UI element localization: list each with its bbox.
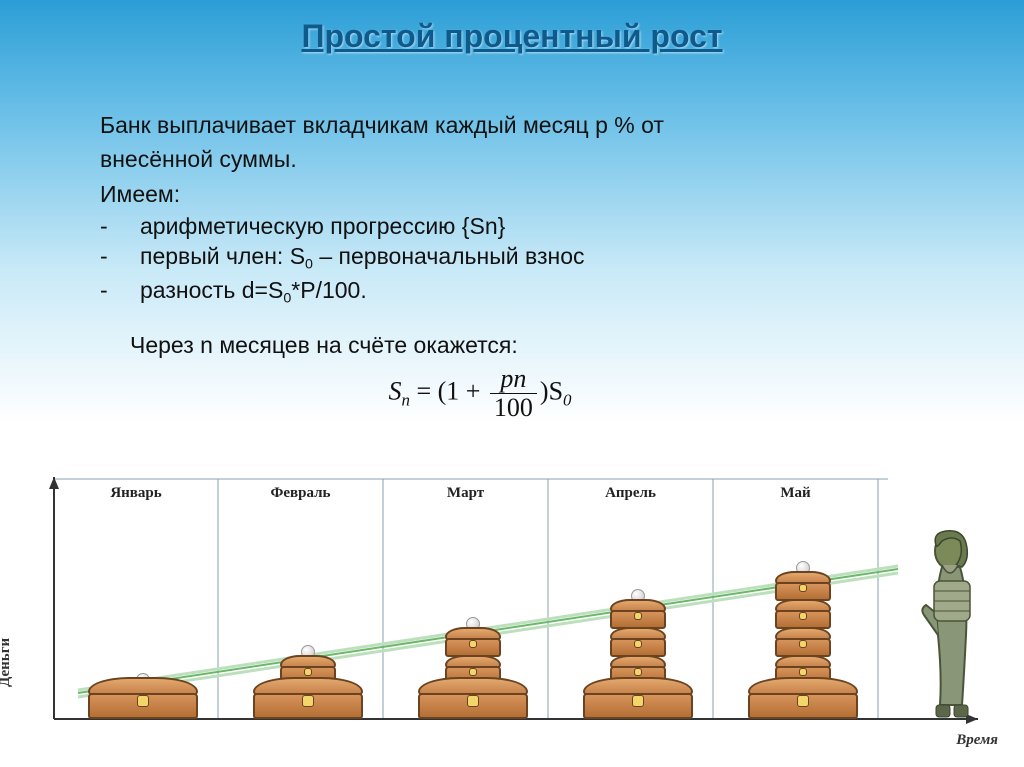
- after-n-text: Через n месяцев на счёте окажется:: [130, 330, 860, 360]
- month-label: Май: [721, 485, 871, 502]
- month-label: Апрель: [556, 485, 706, 502]
- bullet-1: - арифметическую прогрессию {Sn}: [100, 211, 860, 241]
- bullet-2: - первый член: S0 – первоначальный взнос: [100, 241, 860, 274]
- dash-icon: -: [100, 211, 140, 241]
- chest-large: [88, 677, 198, 719]
- chest-small: [445, 627, 501, 657]
- chest-stack: [418, 627, 528, 719]
- bullet-1-text: арифметическую прогрессию {Sn}: [140, 211, 505, 241]
- month-label: Февраль: [226, 485, 376, 502]
- intro-line-2: внесённой суммы.: [100, 144, 860, 174]
- have-label: Имеем:: [100, 179, 860, 209]
- bullet-2-text: первый член: S0 – первоначальный взнос: [140, 241, 584, 274]
- chest-small: [610, 627, 666, 657]
- knight-figure: [912, 525, 1000, 725]
- chest-stack: [748, 571, 858, 719]
- chest-stack: [583, 599, 693, 719]
- chest-stack: [88, 683, 198, 719]
- dash-icon: -: [100, 275, 140, 308]
- chest-small: [775, 599, 831, 629]
- month-label: Март: [391, 485, 541, 502]
- month-label: Январь: [61, 485, 211, 502]
- chest-large: [253, 677, 363, 719]
- y-axis-label: Деньги: [0, 638, 14, 687]
- chest-large: [583, 677, 693, 719]
- content-block: Банк выплачивает вкладчикам каждый месяц…: [100, 110, 860, 421]
- dash-icon: -: [100, 241, 140, 274]
- chest-stack: [253, 655, 363, 719]
- slide-title: Простой процентный рост: [0, 0, 1024, 55]
- formula: Sn = (1 + pn100)S0: [100, 366, 860, 421]
- intro-line-1: Банк выплачивает вкладчикам каждый месяц…: [100, 110, 860, 140]
- bullet-3: - разность d=S0*P/100.: [100, 275, 860, 308]
- bullet-3-text: разность d=S0*P/100.: [140, 275, 367, 308]
- chest-large: [418, 677, 528, 719]
- chest-small: [775, 627, 831, 657]
- chest-large: [748, 677, 858, 719]
- growth-chart: Деньги Время ЯнварьФевральМартАпрельМай: [18, 477, 1008, 757]
- chest-small: [610, 599, 666, 629]
- chest-small: [775, 571, 831, 601]
